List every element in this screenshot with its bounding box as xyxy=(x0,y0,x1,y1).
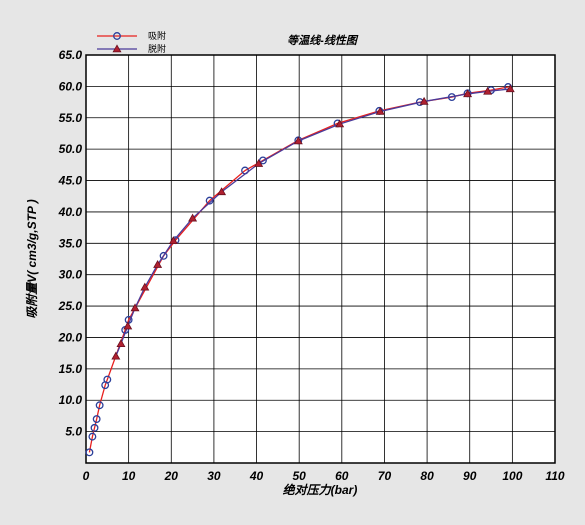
x-tick-label: 100 xyxy=(502,469,522,483)
x-tick-label: 30 xyxy=(207,469,221,483)
y-tick-label: 15.0 xyxy=(59,362,83,376)
x-tick-label: 50 xyxy=(293,469,307,483)
data-point xyxy=(95,401,104,410)
x-tick-label: 70 xyxy=(378,469,392,483)
chart-title: 等温线-线性图 xyxy=(287,34,359,47)
x-tick-label: 10 xyxy=(122,469,136,483)
data-point xyxy=(188,213,198,222)
series-layer xyxy=(85,83,515,457)
y-tick-label: 30.0 xyxy=(59,268,83,282)
data-point xyxy=(419,96,429,105)
data-point xyxy=(217,187,227,196)
legend-marker xyxy=(112,44,122,53)
y-tick-label: 60.0 xyxy=(59,79,83,93)
data-point xyxy=(505,84,515,93)
series-2 xyxy=(111,84,515,360)
y-tick-label: 25.0 xyxy=(58,299,83,313)
x-tick-label: 60 xyxy=(335,469,349,483)
legend-item-2: 脱附 xyxy=(97,43,166,54)
data-point xyxy=(130,303,140,312)
x-tick-label: 110 xyxy=(545,469,564,483)
y-tick-label: 55.0 xyxy=(59,111,83,125)
data-point xyxy=(293,136,303,145)
data-point xyxy=(88,432,97,441)
plot-area xyxy=(85,54,556,464)
x-axis-title: 绝对压力(bar) xyxy=(283,483,358,497)
data-point xyxy=(116,339,126,347)
data-point xyxy=(159,251,168,260)
data-point xyxy=(153,260,163,268)
data-point xyxy=(335,119,345,128)
y-tick-label: 5.0 xyxy=(65,425,82,439)
data-point xyxy=(90,423,99,432)
y-tick-label: 50.0 xyxy=(59,142,83,156)
data-point xyxy=(463,89,473,98)
data-point xyxy=(483,86,493,95)
tick-labels: 0 10 20 30 40 50 60 70 80 90 100 110 5.0 10.0 15.0 20.0… xyxy=(58,48,565,483)
y-tick-label: 45.0 xyxy=(58,174,83,188)
data-point xyxy=(140,282,150,291)
data-point xyxy=(111,351,121,360)
legend-label: 吸附 xyxy=(148,30,166,41)
y-tick-label: 10.0 xyxy=(59,393,83,407)
x-tick-label: 20 xyxy=(164,469,179,483)
data-point xyxy=(205,196,214,205)
data-point xyxy=(123,321,133,330)
x-tick-label: 90 xyxy=(463,469,477,483)
y-tick-label: 40.0 xyxy=(58,205,83,219)
data-point xyxy=(103,375,112,384)
x-tick-label: 40 xyxy=(249,469,264,483)
y-tick-label: 35.0 xyxy=(59,236,83,250)
data-point xyxy=(254,158,264,167)
data-point xyxy=(258,156,267,165)
y-axis-title: 吸附量V( cm3/g,STP ) xyxy=(25,199,39,319)
legend-marker xyxy=(113,32,121,40)
legend-item-1: 吸附 xyxy=(97,30,166,41)
data-point xyxy=(92,415,101,424)
data-point xyxy=(168,236,178,245)
data-point xyxy=(85,448,94,457)
x-tick-label: 80 xyxy=(420,469,434,483)
legend-label: 脱附 xyxy=(148,43,166,54)
data-point xyxy=(375,106,385,115)
x-tick-label: 0 xyxy=(83,469,90,483)
y-tick-label: 65.0 xyxy=(59,48,83,62)
y-tick-label: 20.0 xyxy=(58,330,83,344)
